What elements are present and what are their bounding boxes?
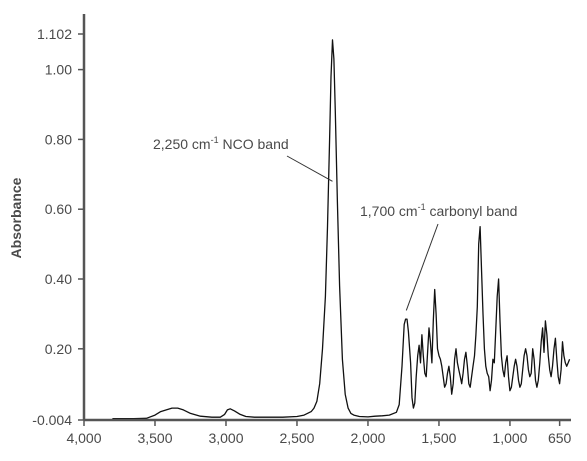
x-tick-label: 1,500 [421, 430, 456, 446]
spectrum-line [112, 39, 571, 420]
ticks-layer: -0.004 0.20 0.40 0.60 0.80 1.00 1.102 4,000 3,50… [32, 26, 571, 446]
annotation-leader-line [286, 155, 333, 182]
y-tick-label: 1.00 [45, 62, 72, 78]
annotation-leader-line [405, 223, 439, 311]
spectrum-layer [112, 39, 571, 420]
y-tick-label: 0.60 [45, 201, 72, 217]
annotation-tail: carbonyl band [426, 203, 518, 219]
y-tick-label: -0.004 [32, 412, 72, 428]
annotation-superscript: -1 [211, 135, 219, 145]
y-tick-label: 1.102 [37, 26, 72, 42]
y-tick-label: 0.20 [45, 341, 72, 357]
x-tick-label: 1,000 [492, 430, 527, 446]
annotation-text: 2,250 cm [153, 136, 211, 152]
annotation-tail: NCO band [219, 136, 289, 152]
annotation-label: 2,250 cm-1 NCO band [153, 135, 289, 152]
x-tick-label: 4,000 [66, 430, 101, 446]
y-tick-label: 0.40 [45, 271, 72, 287]
annotation-superscript: -1 [418, 202, 426, 212]
axes-layer [82, 14, 571, 422]
y-tick-label: 0.80 [45, 131, 72, 147]
annotation-label: 1,700 cm-1 carbonyl band [360, 202, 517, 219]
y-axis-title: Absorbance [8, 177, 24, 258]
x-tick-label: 3,500 [137, 430, 172, 446]
x-tick-label: 3,000 [208, 430, 243, 446]
annotation-text: 1,700 cm [360, 203, 418, 219]
x-tick-label: 2,000 [350, 430, 385, 446]
x-tick-label: 2,500 [279, 430, 314, 446]
x-tick-label: 650 [548, 430, 572, 446]
